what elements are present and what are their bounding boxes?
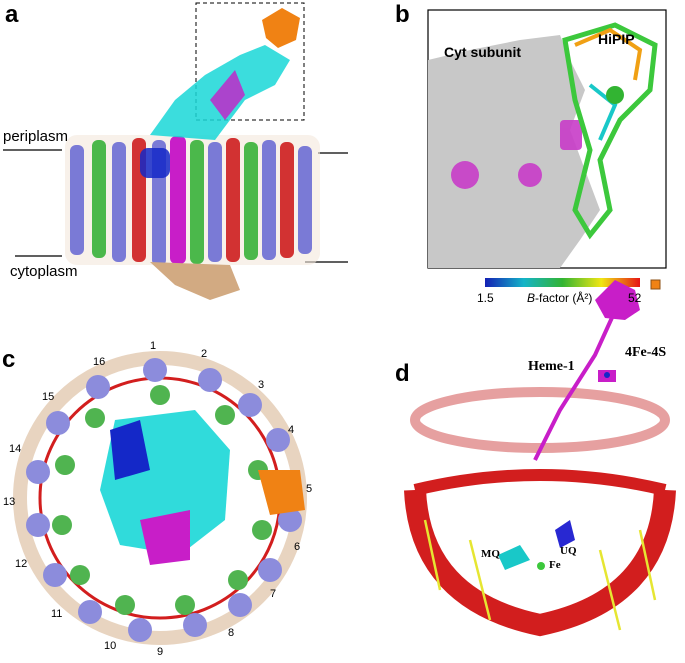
alpha-helix-ring — [26, 358, 302, 642]
heme-1-label: Heme-1 — [528, 359, 575, 374]
uq-molecule — [555, 520, 575, 548]
ring-number: 2 — [201, 348, 208, 360]
heme-chain — [533, 299, 622, 461]
mq-molecule — [498, 545, 530, 570]
bottom-subunit — [150, 262, 240, 300]
panel-letter-d: d — [395, 360, 410, 387]
cyt-subunit-label: Cyt subunit — [444, 44, 521, 60]
cyt-surface — [428, 35, 600, 268]
hipip-label: HiPIP — [598, 31, 635, 47]
fe-s-cluster — [650, 279, 661, 290]
ring-number: 14 — [9, 443, 22, 455]
hipip-bfactor — [562, 22, 658, 240]
rc-bottom-ring — [404, 489, 676, 637]
panel-letter-c: c — [2, 346, 16, 373]
ring-number: 13 — [3, 496, 16, 508]
ring-number: 10 — [104, 640, 117, 652]
panel-d-structure — [404, 279, 676, 637]
ring-number: 9 — [157, 646, 164, 658]
ring-number: 16 — [93, 356, 106, 368]
panel-letter-a: a — [5, 1, 19, 28]
ring-number: 3 — [258, 379, 265, 391]
ring-number: 12 — [15, 558, 28, 570]
colorbar-max-label: 52 — [628, 291, 642, 305]
ring-number: 1 — [150, 340, 157, 352]
hipip-protein — [262, 8, 300, 48]
cytoplasm-label: cytoplasm — [10, 263, 78, 280]
heme-1-molecule — [595, 280, 640, 320]
mq-label: MQ — [481, 548, 500, 560]
carotenoids — [423, 519, 657, 631]
rc-top-ring — [410, 387, 670, 453]
uq-label: UQ — [560, 545, 577, 557]
panel-c-structure — [13, 351, 307, 645]
panel-letter-b: b — [395, 1, 410, 28]
ring-number: 7 — [270, 588, 277, 600]
heme-groups — [451, 120, 582, 189]
colorbar-title: B-factor (Å²) — [527, 292, 592, 304]
ring-number: 4 — [288, 424, 295, 436]
ring-number: 5 — [306, 483, 313, 495]
panel-a-structure — [3, 2, 348, 300]
ring-number: 6 — [294, 541, 301, 553]
periplasm-label: periplasm — [3, 128, 69, 145]
colorbar-title-suffix: -factor (Å²) — [535, 291, 593, 305]
bfactor-colorbar — [485, 278, 640, 287]
colorbar-title-prefix: B — [527, 291, 536, 305]
panel-b-structure — [427, 9, 667, 287]
beta-helix-ring — [52, 385, 272, 615]
transmembrane-helices — [70, 136, 312, 266]
fe-atom — [537, 562, 545, 570]
fe-s-cluster-label: 4Fe-4S — [625, 345, 667, 360]
fe-label: Fe — [549, 559, 561, 571]
ring-number: 11 — [51, 608, 63, 620]
colorbar-min-label: 1.5 — [477, 291, 494, 305]
ring-number: 15 — [42, 391, 55, 403]
ring-number: 8 — [228, 627, 235, 639]
